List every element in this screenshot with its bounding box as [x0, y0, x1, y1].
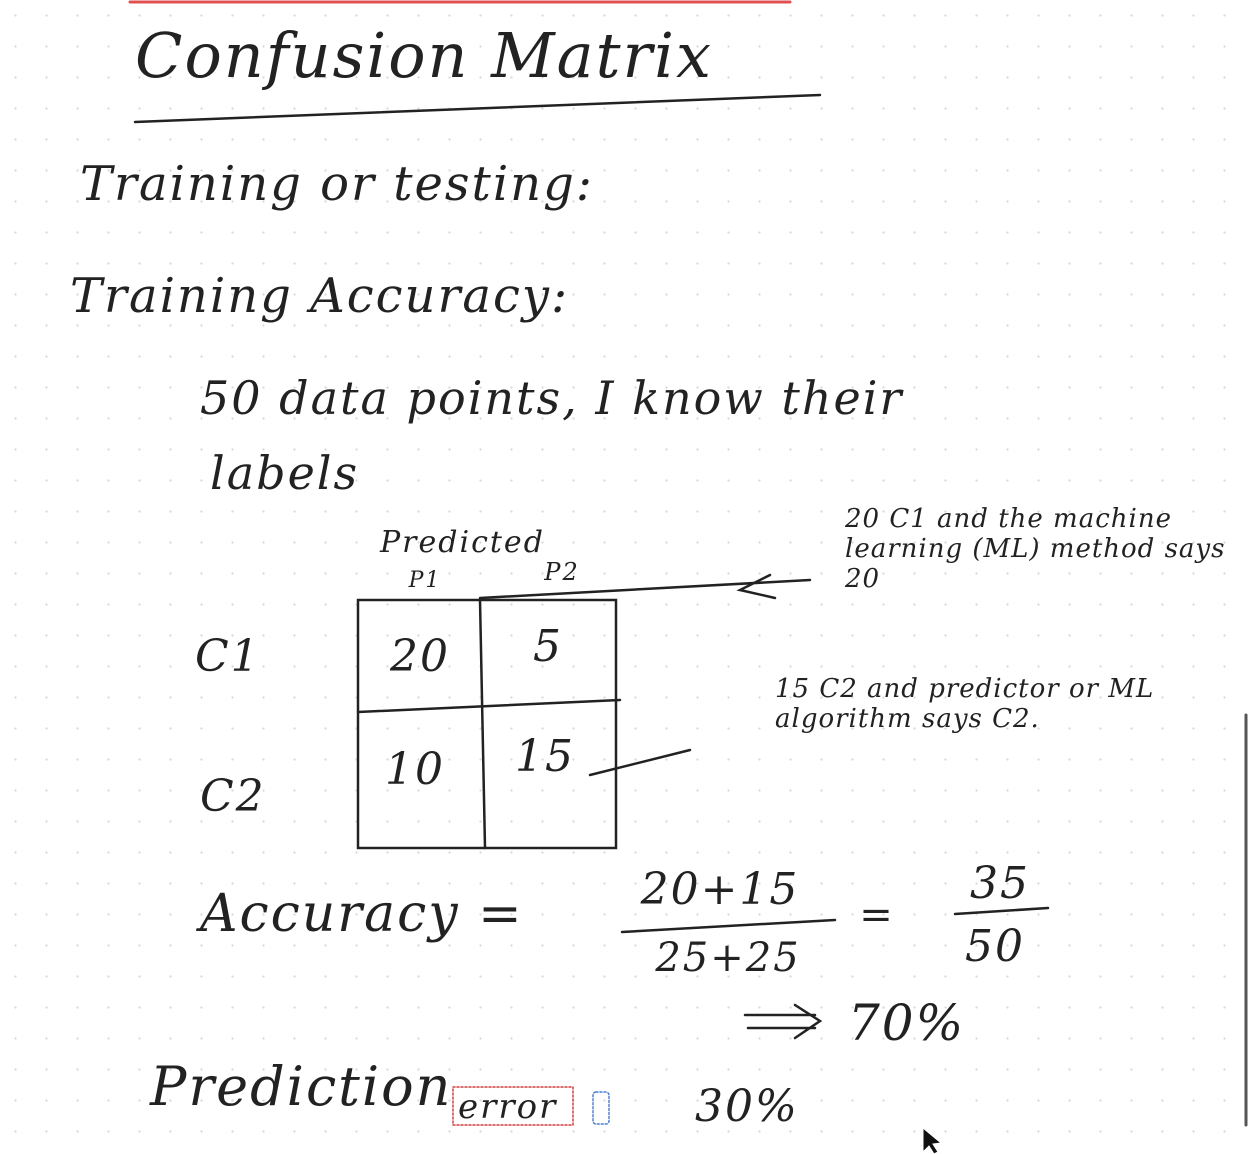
annotation: 15 C2 and predictor or ML algorithm says…: [775, 674, 1155, 734]
matrix-divider: [478, 598, 487, 850]
denominator: 25+25: [655, 935, 801, 981]
error-value: 30%: [695, 1081, 799, 1132]
matrix-cell: 15: [515, 731, 575, 782]
equals: =: [859, 892, 895, 938]
heading: Training or testing:: [80, 156, 594, 212]
pointer-line: [588, 748, 692, 777]
numerator: 35: [970, 858, 1030, 909]
error-word[interactable]: error: [458, 1087, 558, 1127]
accuracy-label: Accuracy =: [200, 884, 524, 944]
accuracy-result: 70%: [848, 994, 966, 1052]
matrix-header: Predicted: [380, 525, 545, 560]
pointer-arrow: [736, 573, 777, 600]
note-line: labels: [210, 446, 360, 500]
row-label: C1: [195, 631, 261, 682]
matrix-divider: [356, 698, 622, 714]
fraction-bar: [620, 918, 837, 934]
column-label: P1: [408, 568, 442, 593]
matrix-cell: 20: [390, 631, 450, 682]
selection-box: [452, 1086, 574, 1126]
matrix-cell: 10: [385, 744, 445, 795]
title-underline: [133, 93, 822, 124]
numerator: 20+15: [640, 864, 800, 915]
row-label: C2: [200, 771, 266, 822]
error-label: Prediction: [150, 1055, 453, 1118]
subheading: Training Accuracy:: [70, 268, 570, 324]
implies-arrow: [743, 1003, 823, 1040]
denominator: 50: [965, 921, 1025, 972]
mouse-cursor: [922, 1126, 943, 1154]
matrix-cell: 5: [533, 621, 563, 672]
column-label: P2: [544, 558, 580, 586]
matrix-border: [356, 598, 618, 850]
annotation: 20 C1 and the machine learning (ML) meth…: [845, 504, 1226, 594]
note-line: 50 data points, I know their: [200, 371, 904, 425]
handle-box: [592, 1091, 610, 1125]
title: Confusion Matrix: [135, 19, 713, 92]
fraction-bar: [953, 906, 1050, 916]
